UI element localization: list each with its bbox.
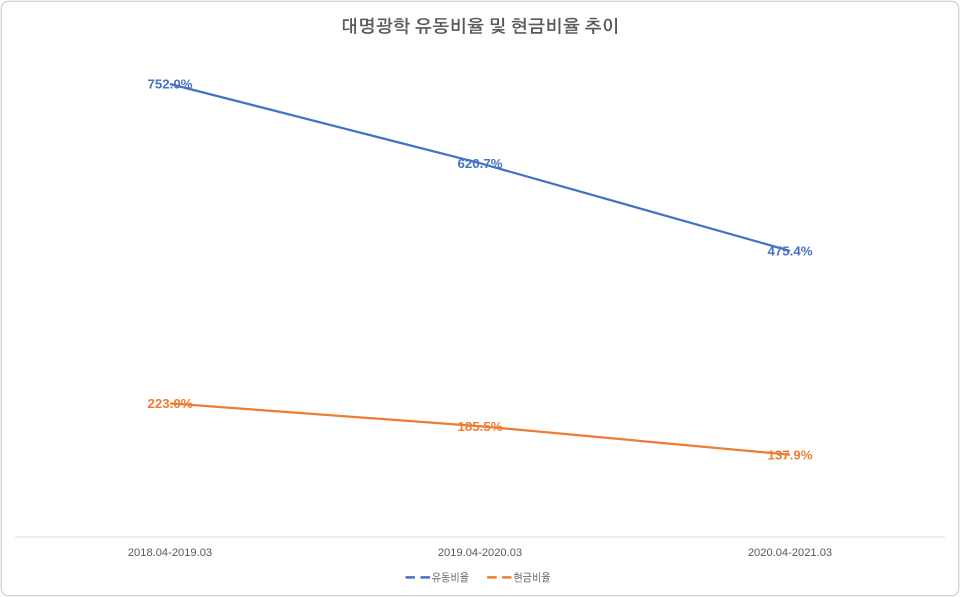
svg-text:752.0%: 752.0% <box>147 77 192 92</box>
svg-text:137.9%: 137.9% <box>767 447 812 462</box>
svg-text:620.7%: 620.7% <box>457 156 502 171</box>
svg-text:2018.04-2019.03: 2018.04-2019.03 <box>128 547 212 559</box>
svg-text:2019.04-2020.03: 2019.04-2020.03 <box>438 547 522 559</box>
svg-text:223.0%: 223.0% <box>147 396 192 411</box>
svg-text:475.4%: 475.4% <box>767 244 812 259</box>
svg-text:2020.04-2021.03: 2020.04-2021.03 <box>748 547 832 559</box>
svg-text:185.5%: 185.5% <box>457 419 502 434</box>
